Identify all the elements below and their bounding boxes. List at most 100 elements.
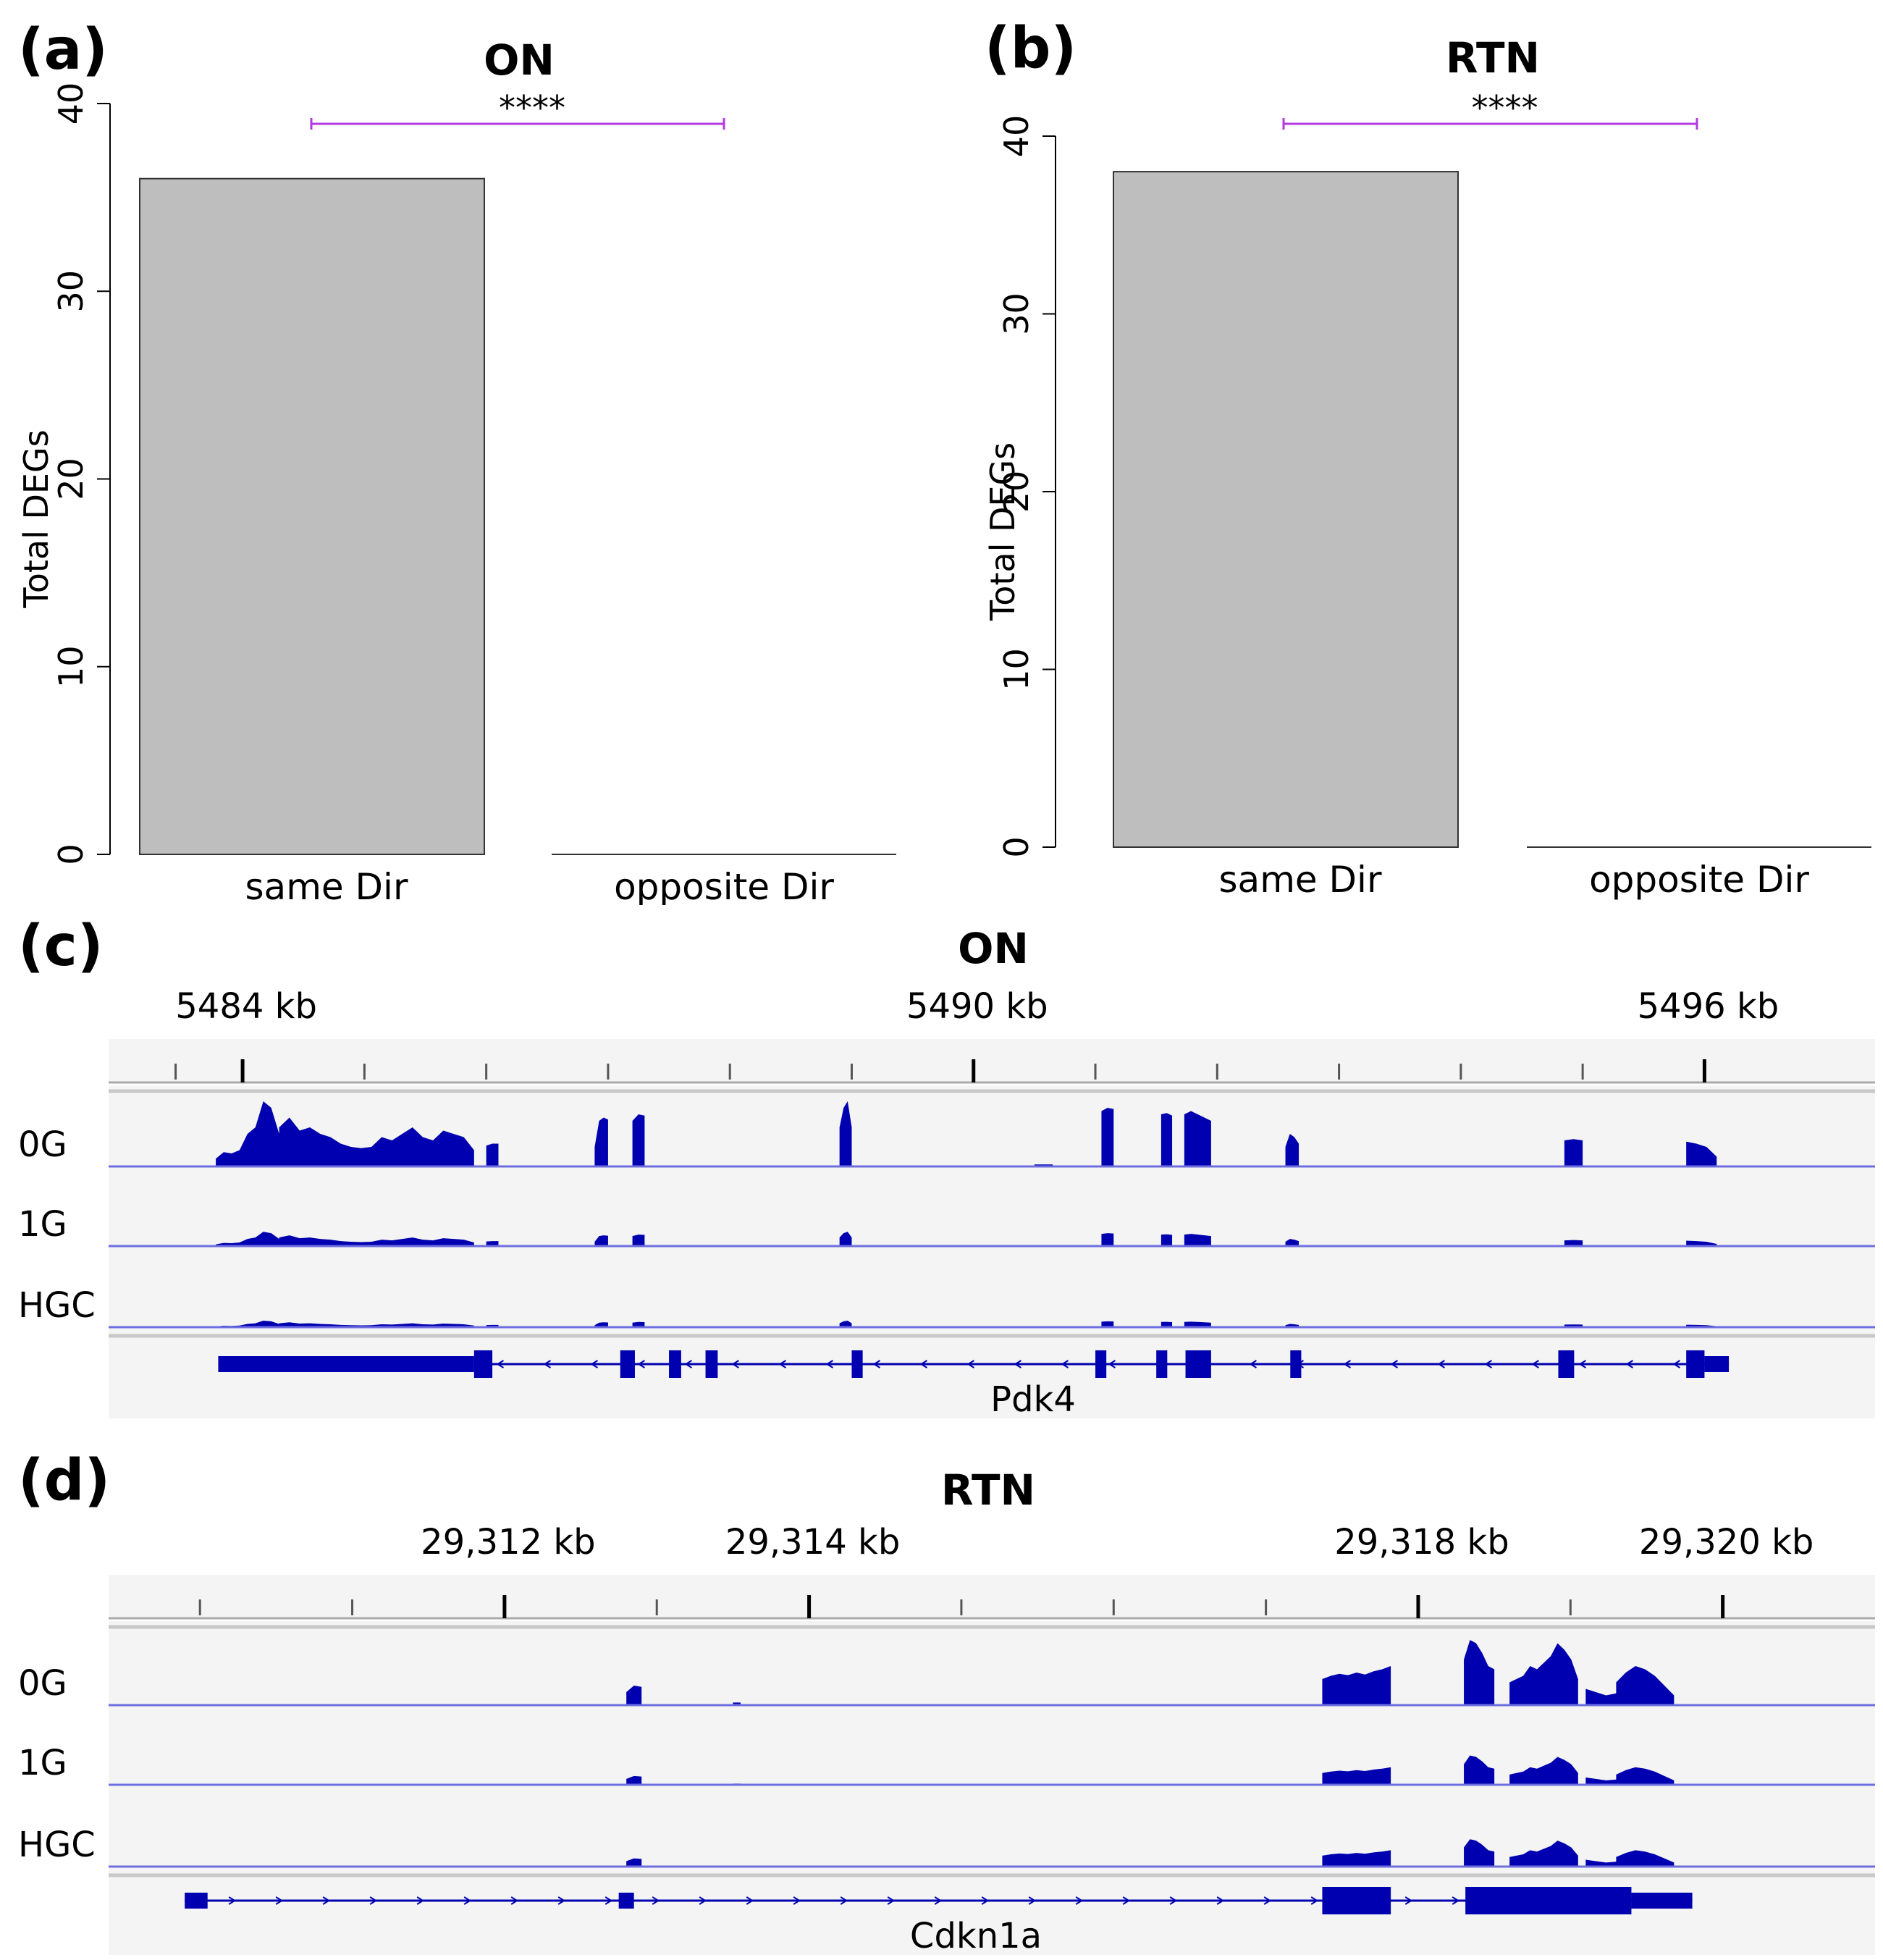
strand-arrow xyxy=(1122,1896,1131,1905)
strand-arrow xyxy=(981,1896,990,1905)
strand-arrow xyxy=(1216,1896,1225,1905)
x-tick-label: opposite Dir xyxy=(614,866,834,905)
panel-a: (a) ON 0 10 20 30 40 Total DEGs same Dir opposit… xyxy=(0,0,941,905)
strand-arrow xyxy=(1452,1896,1460,1905)
strand-arrow xyxy=(543,1360,551,1368)
strand-arrow xyxy=(322,1896,331,1905)
track-label: 1G xyxy=(18,1204,67,1245)
strand-arrow xyxy=(699,1896,707,1905)
strand-arrow xyxy=(1108,1360,1116,1368)
track-label: 0G xyxy=(18,1663,67,1704)
strand-arrow xyxy=(1310,1896,1319,1905)
gene-utr xyxy=(1631,1893,1693,1909)
y-tick-label: 0 xyxy=(51,844,90,865)
strand-arrow xyxy=(652,1896,660,1905)
coverage-area xyxy=(216,1232,1717,1246)
strand-arrow xyxy=(840,1896,848,1905)
y-tick-label: 10 xyxy=(997,648,1036,691)
strand-arrow xyxy=(557,1896,566,1905)
coverage-area xyxy=(626,1755,1675,1785)
strand-arrow xyxy=(605,1896,613,1905)
gene-name: Pdk4 xyxy=(990,1379,1076,1420)
x-tick-label: opposite Dir xyxy=(1589,859,1809,901)
panel-label-b: (b) xyxy=(985,16,1077,81)
panel-label-d: (d) xyxy=(18,1448,111,1513)
gene-name: Cdkn1a xyxy=(910,1916,1042,1956)
strand-arrow xyxy=(919,1360,927,1368)
ruler-tick-label: 5496 kb xyxy=(1638,986,1779,1027)
ruler-tick-label: 29,312 kb xyxy=(421,1522,595,1562)
gene-utr xyxy=(618,1893,634,1909)
strand-arrow xyxy=(1061,1360,1069,1368)
gene-utr xyxy=(218,1356,474,1372)
strand-arrow xyxy=(1437,1360,1445,1368)
panel-label-a: (a) xyxy=(18,17,108,83)
ruler-tick-label: 29,320 kb xyxy=(1639,1522,1814,1562)
strand-arrow xyxy=(1531,1360,1539,1368)
strand-arrow xyxy=(1578,1360,1586,1368)
panel-d: (d) RTN 29,312 kb 29,314 kb 29,318 kb 29,320… xyxy=(0,1434,1883,1960)
gene-exon xyxy=(1290,1350,1302,1378)
gene-exon xyxy=(1686,1350,1705,1378)
strand-arrow xyxy=(778,1360,786,1368)
browser-title: ON xyxy=(958,924,1029,973)
strand-arrow xyxy=(746,1896,754,1905)
strand-arrow xyxy=(934,1896,943,1905)
strand-arrow xyxy=(510,1896,519,1905)
browser-title: RTN xyxy=(941,1465,1035,1515)
gene-exon xyxy=(1095,1350,1107,1378)
strand-arrow xyxy=(369,1896,378,1905)
y-tick-label: 0 xyxy=(997,836,1036,857)
strand-arrow xyxy=(793,1896,801,1905)
strand-arrow xyxy=(1390,1360,1398,1368)
strand-arrow xyxy=(1263,1896,1272,1905)
gene-exon xyxy=(851,1350,863,1378)
ruler-tick-label: 5484 kb xyxy=(175,986,317,1027)
strand-arrow xyxy=(731,1360,739,1368)
strand-arrow xyxy=(496,1360,504,1368)
bar xyxy=(139,177,485,855)
strand-arrow xyxy=(684,1360,692,1368)
x-tick-label: same Dir xyxy=(245,866,408,905)
y-axis-label: Total DEGs xyxy=(17,429,56,608)
gene-exon xyxy=(705,1350,718,1378)
genome-browser-rtn: RTN 29,312 kb 29,314 kb 29,318 kb 29,320 kb 0… xyxy=(18,1465,1875,1956)
strand-arrow xyxy=(1169,1896,1178,1905)
gene-exon xyxy=(1558,1350,1575,1378)
strand-arrow xyxy=(463,1896,472,1905)
gene-exon xyxy=(473,1350,493,1378)
strand-arrow xyxy=(1014,1360,1021,1368)
track-label: HGC xyxy=(18,1825,96,1865)
strand-arrow xyxy=(872,1360,880,1368)
track-label: HGC xyxy=(18,1285,96,1326)
ruler-tick-label: 29,318 kb xyxy=(1334,1522,1509,1562)
gene-utr xyxy=(185,1893,208,1909)
significance-label: **** xyxy=(1472,88,1538,127)
strand-arrow xyxy=(1075,1896,1084,1905)
strand-arrow xyxy=(1484,1360,1492,1368)
strand-arrow xyxy=(275,1896,284,1905)
y-tick-label: 20 xyxy=(51,458,90,500)
panel-label-c: (c) xyxy=(18,914,104,979)
strand-arrow xyxy=(228,1896,237,1905)
y-tick-label: 40 xyxy=(51,83,90,125)
strand-arrow xyxy=(966,1360,974,1368)
strand-arrow xyxy=(416,1896,425,1905)
bar-chart-on: ON 0 10 20 30 40 Total DEGs same Dir opposite Di… xyxy=(17,35,896,905)
genome-browser-on: ON 5484 kb 5490 kb 5496 kb 0G 1G HGC Pdk4 xyxy=(18,924,1875,1420)
y-tick-label: 30 xyxy=(51,270,90,313)
ruler-tick-label: 29,314 kb xyxy=(725,1522,900,1562)
y-tick-label: 10 xyxy=(51,645,90,688)
strand-arrow xyxy=(590,1360,598,1368)
strand-arrow xyxy=(1672,1360,1680,1368)
x-tick-label: same Dir xyxy=(1219,859,1382,901)
strand-arrow xyxy=(1343,1360,1351,1368)
chart-title: RTN xyxy=(1446,33,1540,83)
gene-exon xyxy=(669,1350,681,1378)
coverage-area xyxy=(626,1839,1675,1867)
ruler-background xyxy=(109,1575,1875,1618)
gene-exon xyxy=(620,1350,635,1378)
panel-b: (b) RTN 0 10 20 30 40 Total DEGs same Dir opposi… xyxy=(941,0,1883,905)
strand-arrow xyxy=(637,1360,645,1368)
track-label: 1G xyxy=(18,1743,67,1783)
